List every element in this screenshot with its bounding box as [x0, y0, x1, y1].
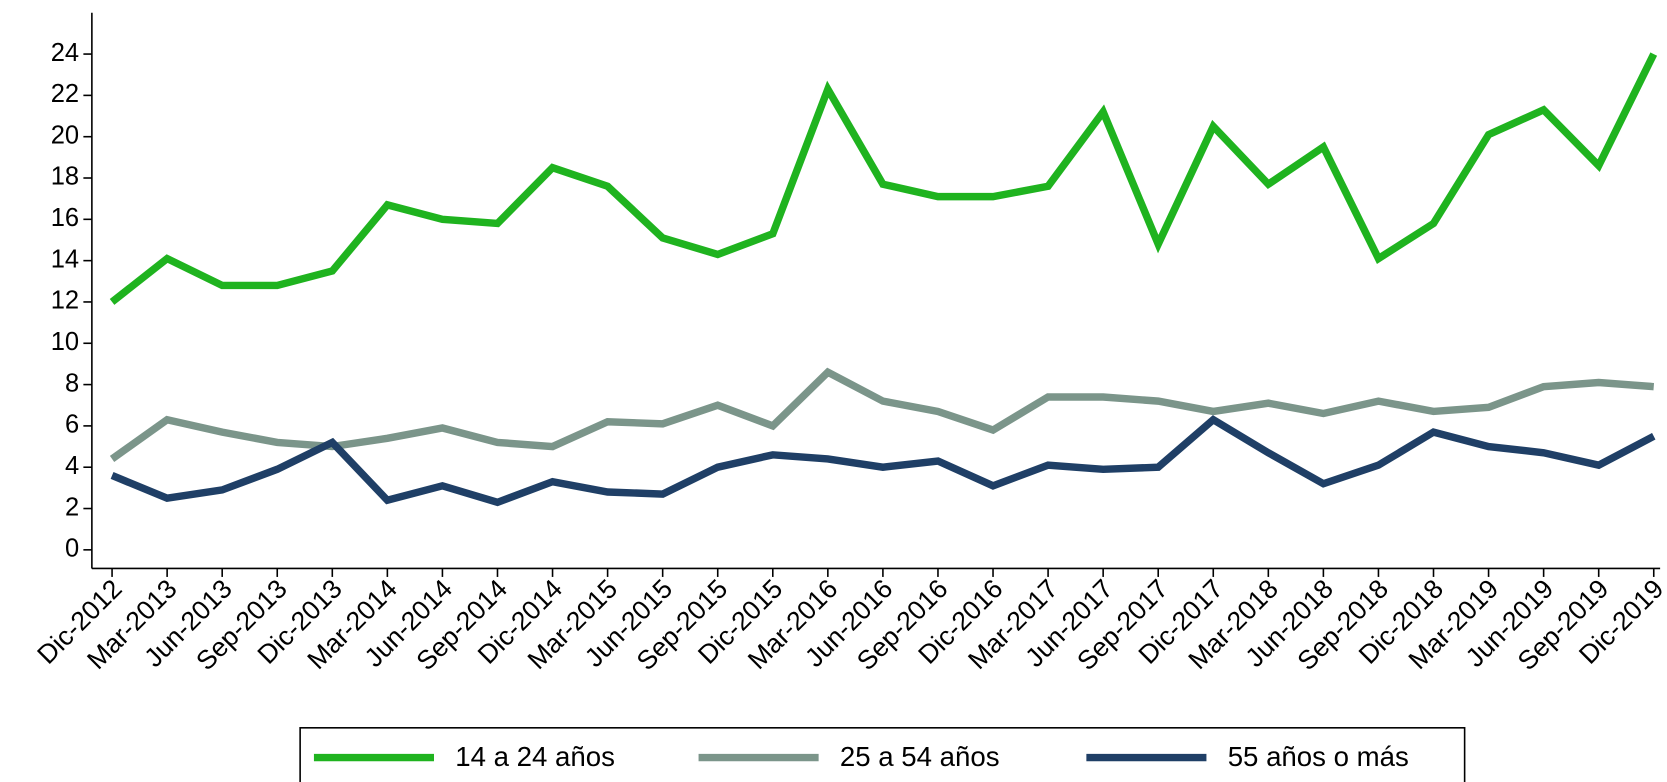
y-tick-label: 22 — [51, 80, 79, 108]
y-tick-label: 16 — [51, 204, 79, 232]
legend-label: 14 a 24 años — [455, 741, 615, 772]
legend-label: 55 años o más — [1228, 741, 1409, 772]
y-tick-label: 10 — [51, 328, 79, 356]
legend-label: 25 a 54 años — [840, 741, 1000, 772]
y-tick-label: 6 — [65, 411, 79, 439]
data-line — [110, 415, 1656, 507]
y-tick-label: 0 — [65, 535, 79, 563]
y-tick-label: 8 — [65, 369, 79, 397]
y-tick-label: 4 — [65, 452, 79, 480]
y-tick-label: 20 — [51, 121, 79, 149]
y-tick-label: 18 — [51, 163, 79, 191]
data-line — [109, 52, 1658, 305]
y-tick-label: 2 — [65, 493, 79, 521]
y-tick-label: 24 — [51, 39, 79, 67]
data-line — [109, 367, 1655, 462]
legend-box — [299, 727, 1466, 782]
y-tick-label: 12 — [51, 287, 79, 315]
y-tick-label: 14 — [51, 245, 79, 273]
